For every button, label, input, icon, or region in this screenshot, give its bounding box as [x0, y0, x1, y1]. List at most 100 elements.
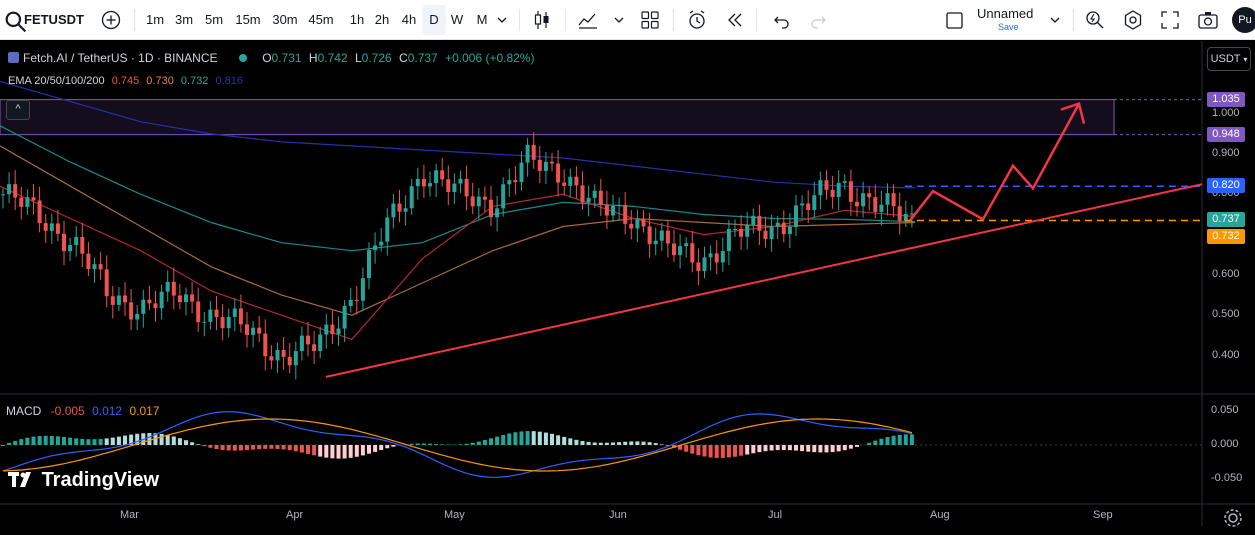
legend-o-label: O	[262, 51, 271, 65]
price-tag: 0.948	[1207, 127, 1245, 142]
indicators-icon[interactable]	[576, 8, 600, 32]
candle-body	[105, 269, 109, 296]
macd-histogram-bar	[379, 445, 383, 450]
price-chart[interactable]	[0, 41, 1255, 526]
macd-histogram-bar	[93, 439, 97, 445]
macd-histogram-bar	[757, 445, 761, 452]
candle-body	[574, 177, 578, 186]
candle-body	[520, 163, 524, 183]
candle-body	[745, 225, 749, 237]
compare-add-icon[interactable]	[99, 8, 123, 32]
candle-body	[245, 324, 249, 334]
time-tick-label: May	[444, 509, 465, 521]
timeframe-D[interactable]: D	[422, 5, 446, 35]
macd-histogram-bar	[867, 443, 871, 445]
ema-legend-row[interactable]: EMA 20/50/100/200 0.745 0.730 0.732 0.81…	[8, 75, 243, 87]
candle-body	[581, 185, 585, 202]
timeframe-dropdown-icon[interactable]	[490, 8, 514, 32]
macd-histogram-bar	[221, 445, 225, 450]
timeframe-2h[interactable]: 2h	[370, 0, 394, 40]
candle-body	[385, 217, 389, 241]
timeframe-30m[interactable]: 30m	[270, 0, 300, 40]
redo-icon[interactable]	[806, 8, 830, 32]
macd-histogram-bar	[733, 445, 737, 457]
legend-change: +0.006 (+0.82%)	[445, 51, 534, 65]
macd-histogram-bar	[50, 436, 54, 445]
candle-body	[587, 198, 591, 203]
macd-histogram-bar	[166, 435, 170, 445]
macd-histogram-bar	[80, 439, 84, 445]
macd-histogram-bar	[477, 442, 481, 445]
camera-icon[interactable]	[1196, 8, 1220, 32]
quick-search-icon[interactable]	[1083, 8, 1107, 32]
timeframe-1h[interactable]: 1h	[345, 0, 369, 40]
macd-histogram-bar	[507, 433, 511, 445]
candle-body	[477, 197, 481, 207]
timeframe-3m[interactable]: 3m	[172, 0, 196, 40]
alert-icon[interactable]	[685, 8, 709, 32]
fullscreen-icon[interactable]	[1158, 8, 1182, 32]
candle-body	[44, 223, 48, 231]
candle-body	[398, 204, 402, 212]
macd-histogram-bar	[513, 432, 517, 445]
macd-histogram-bar	[629, 441, 633, 445]
macd-histogram-bar	[843, 445, 847, 450]
legend-c-label: C	[399, 51, 408, 65]
macd-legend-row[interactable]: MACD -0.005 0.012 0.017	[6, 404, 159, 418]
tradingview-logo[interactable]: TradingView	[8, 469, 159, 492]
timeframe-4h[interactable]: 4h	[397, 0, 421, 40]
timeframe-W[interactable]: W	[445, 0, 469, 40]
indicators-dropdown-icon[interactable]	[607, 8, 631, 32]
legend-title-row: Fetch.AI / TetherUS · 1D · BINANCE O0.73…	[8, 51, 534, 65]
macd-histogram-bar	[68, 438, 72, 445]
macd-histogram-bar	[373, 445, 377, 452]
layout-name[interactable]: Unnamed	[977, 6, 1033, 21]
candle-body	[599, 191, 603, 205]
timeframe-1m[interactable]: 1m	[143, 0, 167, 40]
timeframe-15m[interactable]: 15m	[233, 0, 263, 40]
macd-histogram-bar	[25, 438, 29, 445]
macd-histogram-bar	[599, 443, 603, 445]
candle-body	[263, 334, 267, 357]
macd-histogram-bar	[709, 445, 713, 457]
macd-histogram-bar	[886, 437, 890, 445]
macd-histogram-bar	[160, 434, 164, 445]
currency-button[interactable]: USDT ▾	[1207, 47, 1251, 71]
candle-body	[178, 296, 182, 303]
layout-grid-icon[interactable]	[638, 8, 662, 32]
search-icon[interactable]	[4, 10, 22, 28]
macd-histogram-bar	[227, 445, 231, 450]
chart-area[interactable]	[0, 41, 1255, 526]
ema100-value: 0.732	[181, 75, 209, 87]
candle-body	[38, 200, 42, 223]
layout-save-label[interactable]: Save	[998, 22, 1019, 32]
axis-settings-icon[interactable]	[1221, 506, 1239, 524]
candle-body	[276, 350, 280, 361]
candle-body	[184, 294, 188, 302]
macd-histogram-bar	[696, 445, 700, 455]
candle-body	[62, 234, 66, 251]
candle-body	[818, 180, 822, 195]
macd-histogram-bar	[825, 445, 829, 452]
candle-body	[123, 295, 127, 302]
candles-icon[interactable]	[530, 8, 554, 32]
macd-histogram-bar	[385, 445, 389, 448]
candle-body	[739, 229, 743, 237]
macd-histogram-bar	[611, 442, 615, 445]
symbol-name[interactable]: FETUSDT	[24, 0, 84, 40]
layout-dropdown-icon[interactable]	[1043, 8, 1067, 32]
undo-icon[interactable]	[770, 8, 794, 32]
replay-icon[interactable]	[723, 8, 747, 32]
collapse-legend-button[interactable]: ^	[6, 100, 30, 120]
timeframe-5m[interactable]: 5m	[202, 0, 226, 40]
macd-histogram-bar	[190, 442, 194, 445]
candle-body	[147, 300, 151, 304]
macd-histogram-bar	[38, 436, 42, 445]
layout-checkbox-icon[interactable]	[943, 8, 967, 32]
macd-histogram-bar	[568, 438, 572, 445]
avatar[interactable]: Pu	[1232, 7, 1255, 33]
time-tick-label: Sep	[1093, 509, 1113, 521]
settings-icon[interactable]	[1121, 8, 1145, 32]
timeframe-45m[interactable]: 45m	[306, 0, 336, 40]
macd-histogram-bar	[489, 438, 493, 445]
